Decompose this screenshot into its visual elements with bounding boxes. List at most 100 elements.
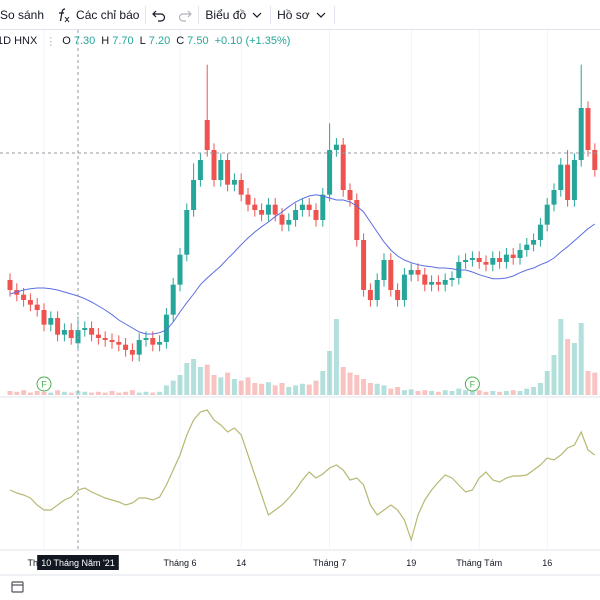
candle-body bbox=[136, 340, 142, 355]
undo-button[interactable] bbox=[146, 0, 172, 30]
candle-body bbox=[571, 160, 577, 200]
top-toolbar: So sánh Các chỉ báo Biểu đồ Hồ sơ bbox=[0, 0, 600, 30]
candle-body bbox=[231, 180, 237, 185]
volume-bar bbox=[34, 391, 40, 395]
volume-bar bbox=[21, 390, 27, 395]
candle-body bbox=[293, 210, 299, 220]
chart-type-button[interactable]: Biểu đồ bbox=[199, 0, 270, 30]
volume-bar bbox=[286, 387, 292, 395]
candle-body bbox=[163, 314, 169, 342]
volume-bar bbox=[551, 355, 557, 395]
volume-bar bbox=[327, 351, 333, 395]
separator bbox=[198, 5, 200, 24]
volume-bar bbox=[27, 392, 33, 395]
candle-body bbox=[61, 330, 67, 335]
volume-bar bbox=[197, 367, 203, 395]
candle-body bbox=[592, 150, 598, 170]
x-tick-label: 14 bbox=[236, 558, 246, 568]
volume-bar bbox=[313, 380, 319, 395]
candle-body bbox=[585, 108, 591, 150]
volume-bar bbox=[116, 392, 122, 395]
compare-button[interactable]: So sánh bbox=[0, 0, 50, 30]
candle-body bbox=[551, 190, 557, 205]
volume-bar bbox=[279, 383, 285, 395]
chevron-icon bbox=[316, 12, 326, 18]
candle-body bbox=[381, 260, 387, 280]
volume-bar bbox=[374, 383, 380, 395]
volume-bar bbox=[238, 380, 244, 395]
volume-bar bbox=[136, 392, 142, 395]
candle-body bbox=[41, 310, 47, 325]
volume-bar bbox=[578, 323, 584, 395]
volume-bar bbox=[531, 387, 537, 395]
candle-body bbox=[109, 340, 115, 342]
volume-bar bbox=[381, 385, 387, 395]
volume-bar bbox=[89, 392, 95, 395]
volume-bar bbox=[265, 382, 271, 395]
volume-bar bbox=[401, 390, 407, 395]
candle-body bbox=[347, 190, 353, 200]
candle-body bbox=[313, 210, 319, 220]
low-value: 7.20 bbox=[148, 35, 171, 47]
event-marker bbox=[464, 376, 480, 392]
candle-body bbox=[279, 214, 285, 225]
volume-bar bbox=[218, 377, 224, 395]
candle-body bbox=[7, 280, 13, 290]
candle-body bbox=[123, 344, 129, 350]
candle-body bbox=[558, 164, 564, 190]
volume-bar bbox=[395, 387, 401, 395]
volume-bar bbox=[41, 391, 47, 395]
candle-body bbox=[34, 304, 40, 310]
candle-body bbox=[116, 342, 122, 345]
candle-body bbox=[401, 274, 407, 300]
volume-bar bbox=[408, 389, 414, 395]
crosshair-date-box bbox=[37, 555, 119, 570]
compare-label: So sánh bbox=[0, 7, 45, 22]
volume-bar bbox=[306, 384, 312, 395]
x-tick-label: Tháng 7 bbox=[313, 558, 346, 568]
volume-bar bbox=[225, 372, 231, 395]
volume-bar bbox=[497, 391, 503, 395]
redo-button[interactable] bbox=[172, 0, 198, 30]
volume-bar bbox=[191, 359, 197, 395]
x-tick-label: 19 bbox=[406, 558, 416, 568]
candle-body bbox=[327, 150, 333, 195]
candle-body bbox=[497, 258, 503, 262]
interval: 1D bbox=[0, 35, 12, 47]
profile-button[interactable]: Hồ sơ bbox=[271, 0, 334, 30]
candle-body bbox=[211, 150, 217, 180]
grid bbox=[43, 30, 548, 550]
candle-body bbox=[429, 282, 435, 285]
volume-bar bbox=[123, 391, 129, 395]
indicators-button[interactable]: Các chỉ báo bbox=[50, 0, 145, 30]
volume-bar bbox=[259, 383, 265, 395]
volume-bar bbox=[544, 371, 550, 395]
volume-bar bbox=[177, 375, 183, 395]
candle-body bbox=[442, 280, 448, 285]
volume-bar bbox=[163, 385, 169, 395]
volume-bar bbox=[184, 363, 190, 395]
volume-bar bbox=[354, 375, 360, 395]
candle-body bbox=[476, 258, 482, 262]
candle-body bbox=[299, 204, 305, 210]
candle-body bbox=[524, 244, 530, 250]
candle-body bbox=[578, 108, 584, 160]
date-range-icon[interactable] bbox=[11, 581, 24, 593]
volume-bar bbox=[333, 319, 339, 395]
volume-bar bbox=[442, 390, 448, 395]
candle-body bbox=[537, 224, 543, 240]
moving-average-line bbox=[9, 194, 596, 335]
candle-body bbox=[449, 278, 455, 280]
volume-bar bbox=[571, 343, 577, 395]
candle-body bbox=[55, 318, 61, 335]
volume-bar bbox=[422, 390, 428, 395]
volume-bar bbox=[82, 391, 88, 395]
legend: 1D HNX ⋮ O 7.30 H 7.70 L 7.20 C 7.50 +0.10 (… bbox=[0, 33, 296, 49]
volume-bar bbox=[340, 367, 346, 395]
candle-body bbox=[517, 250, 523, 258]
volume-bar bbox=[347, 372, 353, 395]
legend-dots: ⋮ bbox=[45, 35, 57, 48]
candle-body bbox=[272, 204, 278, 215]
volume-layer bbox=[7, 319, 598, 395]
candle-body bbox=[197, 160, 203, 180]
